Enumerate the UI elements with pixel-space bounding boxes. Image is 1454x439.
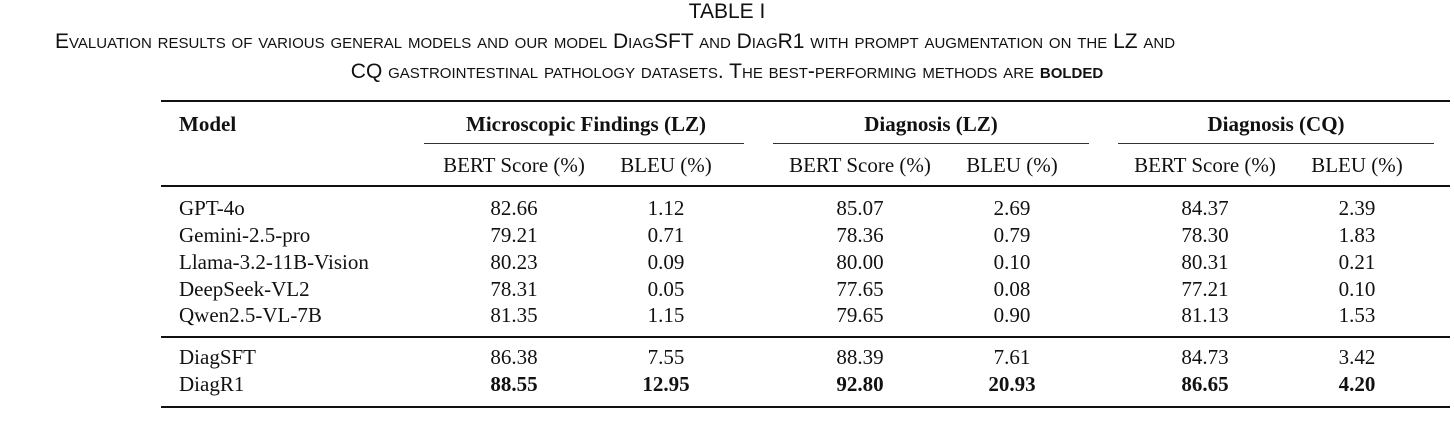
table-cell: 2.69 [993,196,1031,220]
group-rule-diagnosis-lz [773,143,1089,144]
subheader-bleu: BLEU (%) [620,153,712,177]
table-row-model: Gemini-2.5-pro [179,223,311,247]
table-row-model: Qwen2.5-VL-7B [179,303,322,327]
table-cell: 0.10 [993,250,1031,274]
table-cell: 1.53 [1338,303,1376,327]
table-cell: 0.09 [647,250,685,274]
table-cell: 1.15 [647,303,685,327]
table-cell: 84.37 [1181,196,1229,220]
table-cell: 3.42 [1338,345,1376,369]
table-cell: 92.80 [836,372,884,396]
table-cell: 81.35 [490,303,538,327]
top-rule [161,100,1450,102]
caption-bolded-word: bolded [1039,60,1104,83]
table-cell: 7.55 [647,345,685,369]
group-header-microscopic-lz: Microscopic Findings (LZ) [466,112,706,136]
table-row-model: GPT-4o [179,196,245,220]
group-rule-diagnosis-cq [1118,143,1434,144]
caption-line-2: CQ gastrointestinal pathology datasets. … [0,60,1454,84]
group-separator-rule [161,336,1450,338]
subheader-bleu: BLEU (%) [1311,153,1403,177]
table-cell: 78.36 [836,223,884,247]
group-rule-microscopic-lz [424,143,744,144]
table-cell: 88.55 [490,372,538,396]
table-cell: 0.71 [647,223,685,247]
table-cell: 0.05 [647,277,685,301]
table-cell: 78.31 [490,277,538,301]
table-cell: 0.90 [993,303,1031,327]
table-cell: 4.20 [1338,372,1376,396]
model-column-header: Model [179,112,237,136]
table-cell: 1.83 [1338,223,1376,247]
group-header-diagnosis-lz: Diagnosis (LZ) [864,112,998,136]
table-cell: 79.65 [836,303,884,327]
table-cell: 82.66 [490,196,538,220]
group-header-diagnosis-cq: Diagnosis (CQ) [1207,112,1345,136]
subheader-bert-score: BERT Score (%) [443,153,585,177]
table-cell: 0.21 [1338,250,1376,274]
table-cell: 0.10 [1338,277,1376,301]
table-cell: 86.65 [1181,372,1229,396]
bottom-rule [161,406,1450,408]
table-row-model: DiagR1 [179,372,245,396]
table-cell: 2.39 [1338,196,1376,220]
table-cell: 77.65 [836,277,884,301]
subheader-bert-score: BERT Score (%) [789,153,931,177]
caption-line-1: Evaluation results of various general mo… [55,30,1176,53]
table-cell: 79.21 [490,223,538,247]
table-number: TABLE I [688,0,766,23]
subheader-bleu: BLEU (%) [966,153,1058,177]
table-cell: 81.13 [1181,303,1229,327]
table-cell: 1.12 [647,196,685,220]
table-cell: 0.08 [993,277,1031,301]
table-cell: 80.31 [1181,250,1229,274]
header-rule [161,185,1450,187]
table-cell: 7.61 [993,345,1031,369]
table-cell: 0.79 [993,223,1031,247]
caption-line-2-text: CQ gastrointestinal pathology datasets. … [350,60,1040,83]
subheader-bert-score: BERT Score (%) [1134,153,1276,177]
table-cell: 86.38 [490,345,538,369]
table-cell: 77.21 [1181,277,1229,301]
table-row-model: Llama-3.2-11B-Vision [179,250,369,274]
table-cell: 88.39 [836,345,884,369]
table-cell: 85.07 [836,196,884,220]
table-cell: 78.30 [1181,223,1229,247]
table-cell: 12.95 [642,372,690,396]
table-cell: 84.73 [1181,345,1229,369]
table-cell: 80.00 [836,250,884,274]
table-row-model: DeepSeek-VL2 [179,277,310,301]
table-row-model: DiagSFT [179,345,257,369]
table-cell: 20.93 [988,372,1036,396]
table-cell: 80.23 [490,250,538,274]
